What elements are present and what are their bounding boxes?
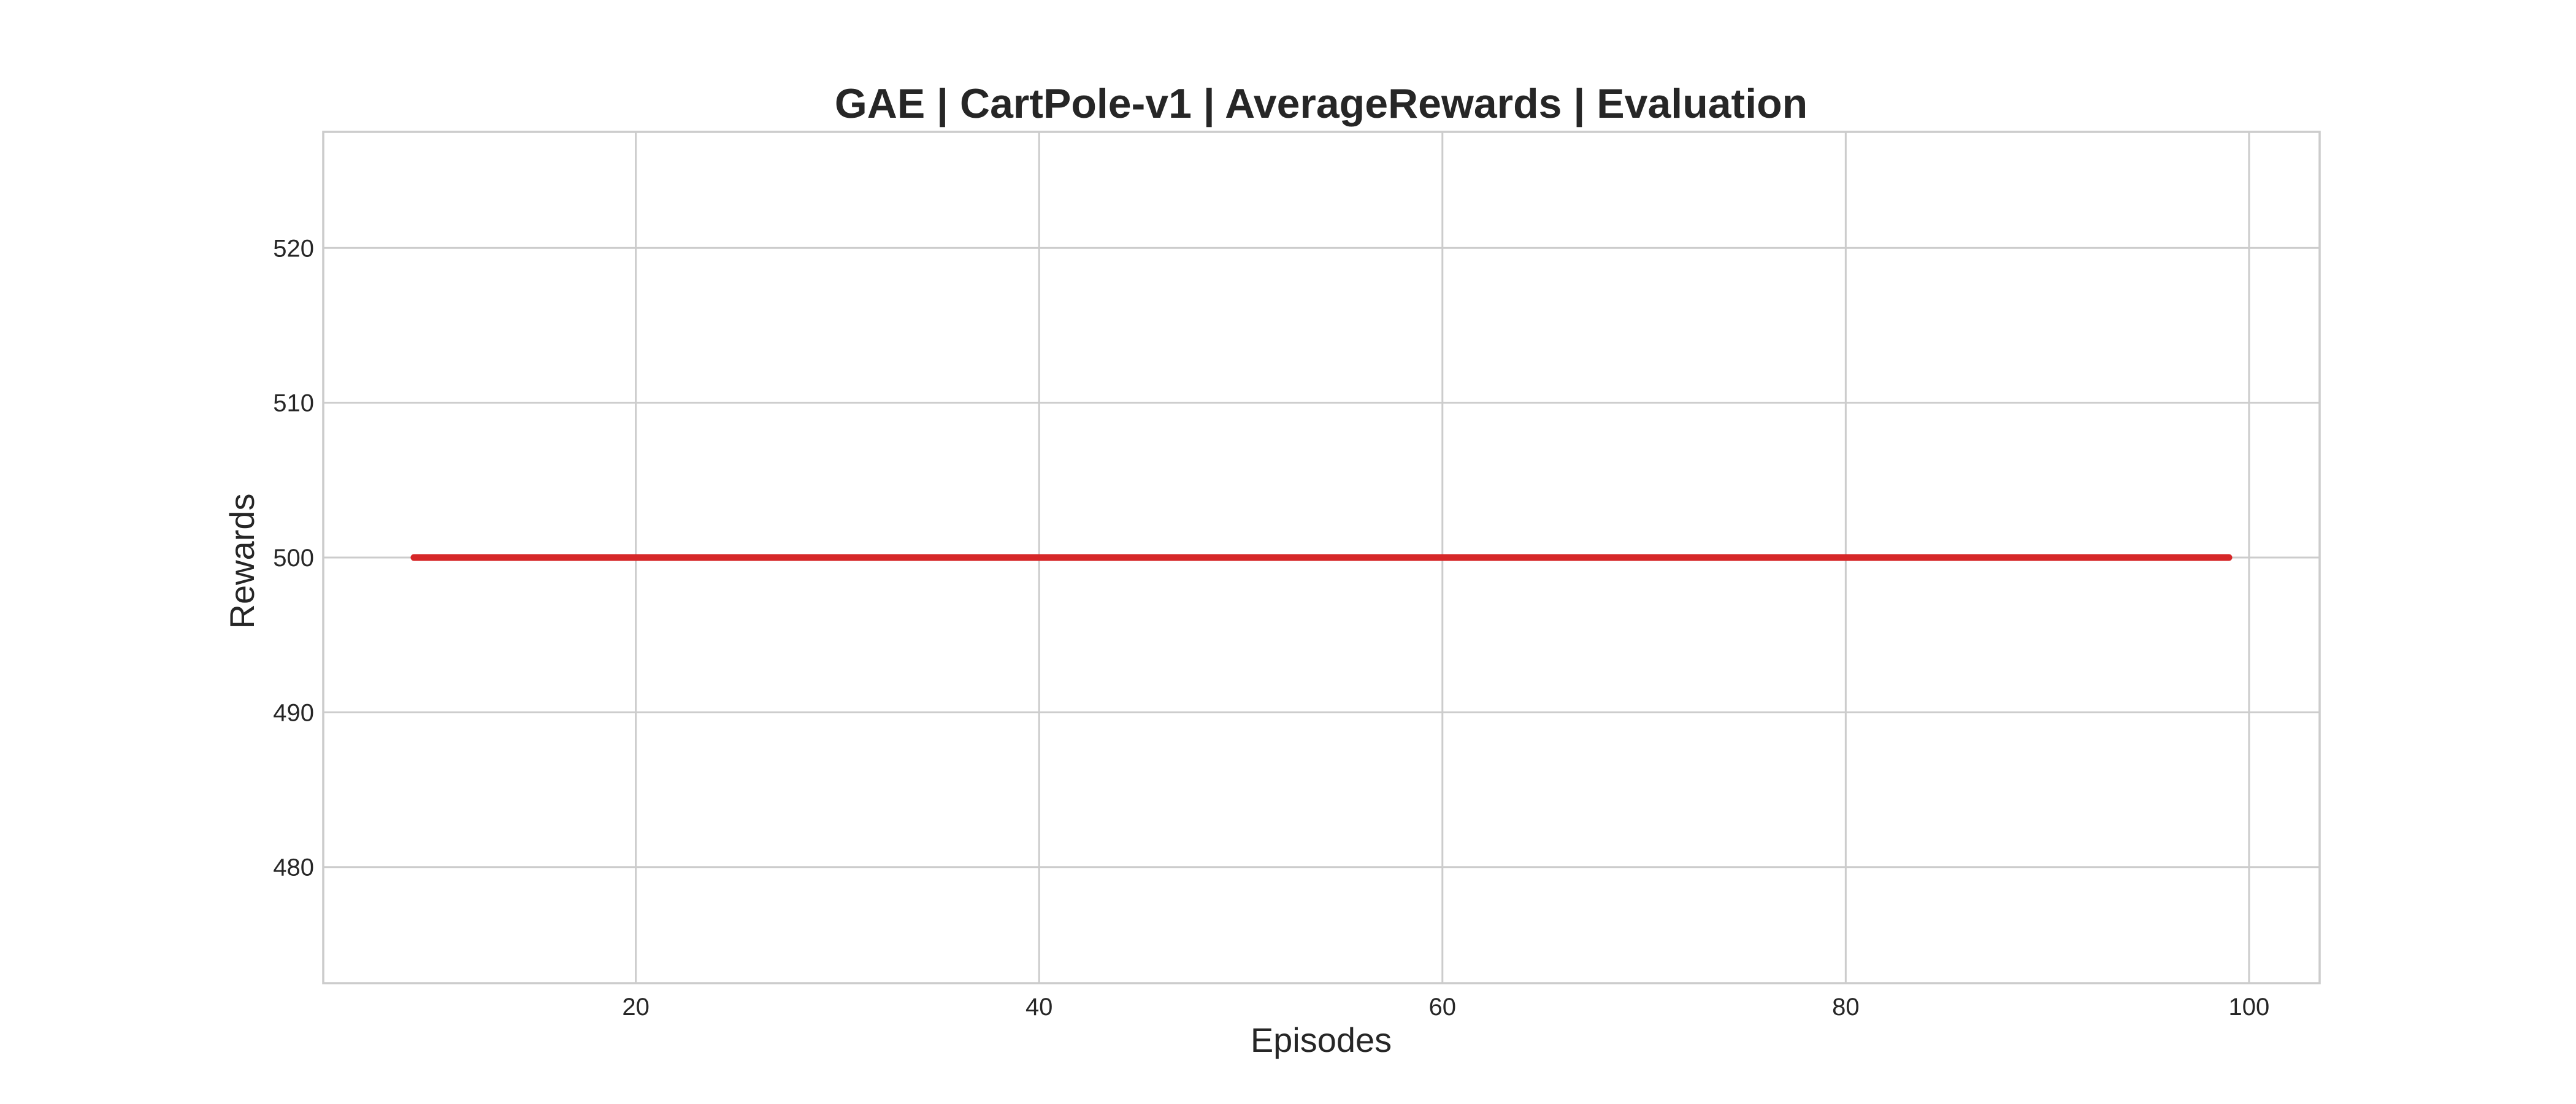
x-tick-label: 20 — [622, 994, 650, 1021]
x-tick-label: 100 — [2229, 994, 2270, 1021]
y-tick-label: 490 — [273, 699, 314, 726]
y-tick-label: 480 — [273, 854, 314, 881]
x-axis-label: Episodes — [1251, 1021, 1392, 1059]
x-axis-ticks: 20 40 60 80 100 — [622, 994, 2269, 1021]
x-tick-label: 80 — [1832, 994, 1860, 1021]
x-tick-label: 40 — [1025, 994, 1053, 1021]
y-tick-label: 510 — [273, 390, 314, 417]
grid — [323, 132, 2320, 983]
y-axis-label: Rewards — [223, 494, 261, 629]
y-tick-label: 500 — [273, 545, 314, 572]
x-tick-label: 60 — [1429, 994, 1457, 1021]
y-tick-label: 520 — [273, 235, 314, 262]
chart-title: GAE | CartPole-v1 | AverageRewards | Eva… — [835, 80, 1807, 128]
plot-frame — [322, 131, 2321, 984]
y-axis-ticks: 480 490 500 510 520 — [273, 235, 314, 881]
